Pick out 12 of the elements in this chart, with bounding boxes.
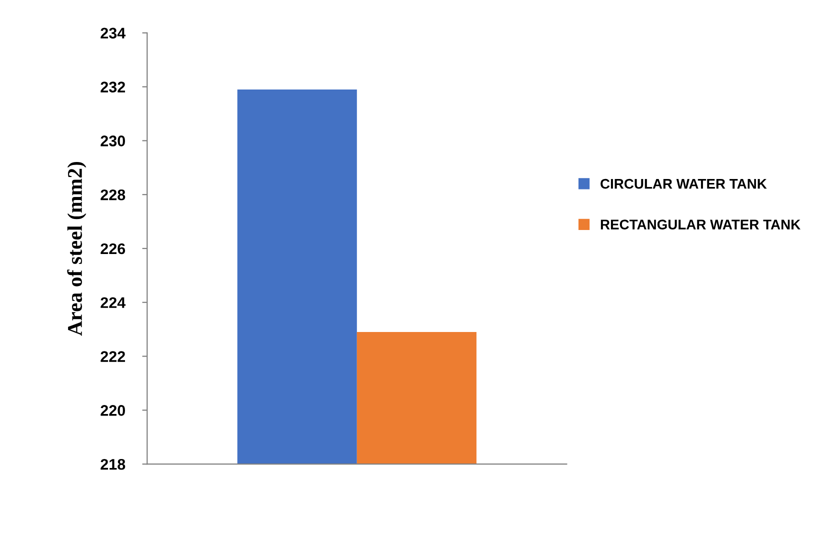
- y-axis-title: Area of steel (mm2): [67, 162, 86, 336]
- y-tick-label: 218: [100, 458, 126, 470]
- legend-label: CIRCULAR WATER TANK: [600, 178, 767, 189]
- y-tick-label: 226: [100, 243, 126, 254]
- y-tick-label: 224: [100, 297, 126, 308]
- y-tick-label: 234: [100, 28, 126, 39]
- y-tick-label: 232: [100, 82, 126, 92]
- y-tick-label: 228: [100, 189, 126, 200]
- y-tick-label: 222: [100, 351, 126, 362]
- y-tick-label: 220: [100, 405, 125, 416]
- legend-label: RECTANGULAR WATER TANK: [600, 220, 800, 230]
- y-tick-label: 230: [100, 136, 125, 146]
